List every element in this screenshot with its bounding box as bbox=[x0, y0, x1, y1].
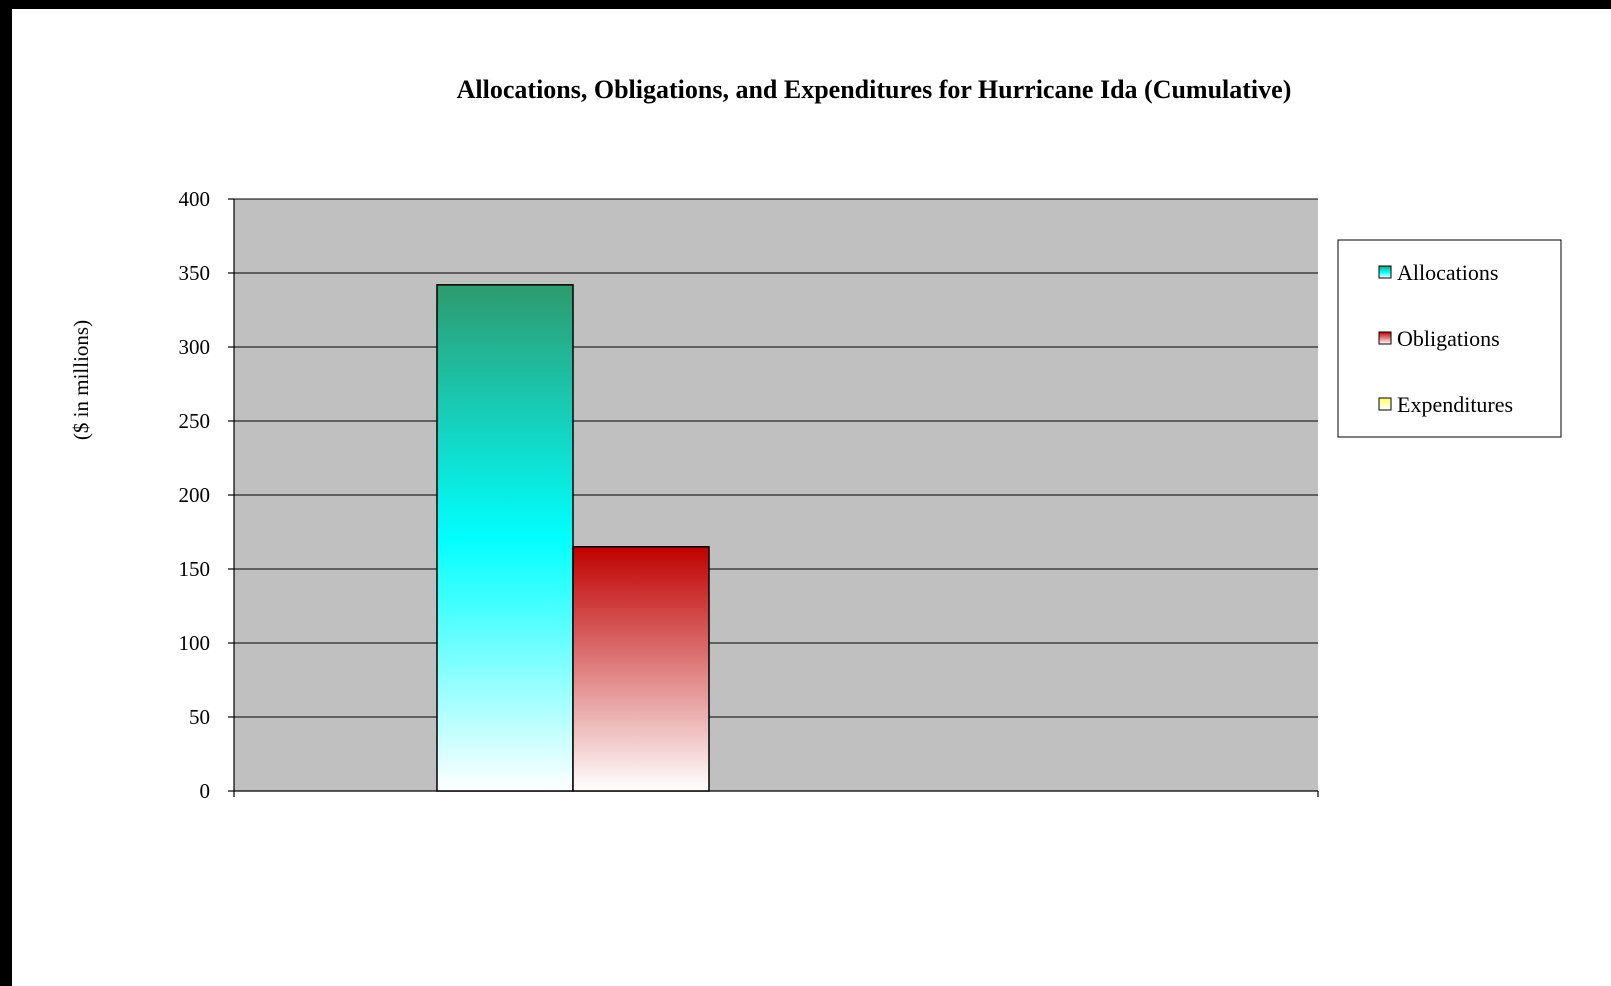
legend-swatch-expenditures bbox=[1378, 397, 1392, 411]
y-axis-label: ($ in millions) bbox=[69, 320, 93, 440]
y-tick-label: 0 bbox=[200, 779, 211, 803]
legend-swatch-allocations bbox=[1378, 265, 1392, 279]
legend-label-obligations: Obligations bbox=[1397, 326, 1500, 351]
legend-box bbox=[1337, 239, 1562, 438]
bar-obligations bbox=[572, 546, 710, 792]
y-tick-label: 300 bbox=[179, 335, 211, 359]
legend: Allocations Obligations Expenditures bbox=[1337, 239, 1562, 438]
chart-title: Allocations, Obligations, and Expenditur… bbox=[457, 75, 1292, 104]
legend-label-allocations: Allocations bbox=[1397, 260, 1498, 285]
plot-area bbox=[234, 198, 1318, 791]
bars bbox=[436, 284, 710, 792]
y-tick-label: 50 bbox=[189, 705, 210, 729]
y-tick-label: 100 bbox=[179, 631, 211, 655]
y-tick-label: 150 bbox=[179, 557, 211, 581]
y-tick-label: 350 bbox=[179, 261, 211, 285]
y-tick-label: 400 bbox=[179, 187, 211, 211]
y-axis: 0 50 100 150 200 250 300 350 400 bbox=[179, 187, 1319, 803]
y-tick-label: 200 bbox=[179, 483, 211, 507]
y-tick-label: 250 bbox=[179, 409, 211, 433]
legend-swatch-obligations bbox=[1378, 331, 1392, 345]
bar-allocations bbox=[436, 284, 574, 792]
legend-label-expenditures: Expenditures bbox=[1397, 392, 1513, 417]
